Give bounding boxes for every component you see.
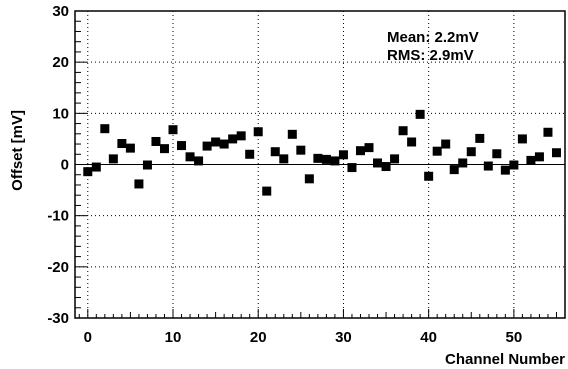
data-point <box>168 125 178 135</box>
y-tick-label: -10 <box>47 208 69 225</box>
x-tick-label: 40 <box>420 329 437 346</box>
data-point <box>211 137 221 147</box>
data-point <box>338 150 348 160</box>
stats-box: Mean: 2.2mV RMS: 2.9mV <box>387 29 479 64</box>
data-point <box>475 133 485 143</box>
data-point <box>355 146 365 156</box>
data-point <box>321 154 331 164</box>
y-tick-label: 10 <box>52 105 69 122</box>
y-tick-label: -30 <box>47 310 69 327</box>
data-point <box>253 127 263 137</box>
data-point <box>441 139 451 149</box>
data-point <box>142 160 152 170</box>
y-tick-label: 30 <box>52 3 69 20</box>
data-point <box>108 154 118 164</box>
data-point <box>228 134 238 144</box>
x-axis-title: Channel Number <box>445 351 565 368</box>
x-tick-label: 10 <box>165 329 182 346</box>
y-tick-label: 20 <box>52 54 69 71</box>
data-point <box>449 165 459 175</box>
data-point <box>517 134 527 144</box>
data-point <box>304 174 314 184</box>
data-point <box>236 131 246 141</box>
data-point <box>551 148 561 158</box>
data-point <box>125 143 135 153</box>
stats-mean: Mean: 2.2mV <box>387 29 479 46</box>
data-point <box>509 160 519 170</box>
data-point <box>424 171 434 181</box>
data-point <box>543 127 553 137</box>
data-point <box>534 152 544 162</box>
data-point <box>117 139 127 149</box>
data-point <box>390 154 400 164</box>
axis-ticks: 0 10 20 30 40 50 -30 -20 -10 0 10 20 30 <box>47 3 557 346</box>
data-point <box>483 161 493 171</box>
data-point <box>526 155 536 165</box>
data-point <box>100 124 110 134</box>
data-point <box>466 147 476 157</box>
x-tick-label: 20 <box>250 329 267 346</box>
data-point <box>492 149 502 159</box>
data-point <box>202 141 212 151</box>
data-point <box>159 144 169 154</box>
data-point <box>245 149 255 159</box>
data-point <box>500 165 510 175</box>
data-point <box>381 162 391 172</box>
x-tick-label: 30 <box>335 329 352 346</box>
data-point <box>398 126 408 136</box>
x-tick-label: 50 <box>506 329 523 346</box>
data-point <box>151 136 161 146</box>
data-point <box>91 162 101 172</box>
data-point <box>287 129 297 139</box>
data-point <box>458 158 468 168</box>
data-point <box>194 156 204 166</box>
y-tick-label: 0 <box>61 157 69 174</box>
y-axis-title: Offset [mV] <box>9 110 26 191</box>
data-point <box>177 141 187 151</box>
data-point <box>270 147 280 157</box>
x-tick-label: 0 <box>84 329 92 346</box>
data-point <box>407 137 417 147</box>
data-point <box>262 186 272 196</box>
stats-rms: RMS: 2.9mV <box>387 47 474 64</box>
data-point <box>432 146 442 156</box>
data-point <box>415 109 425 119</box>
data-point <box>185 152 195 162</box>
y-tick-label: -20 <box>47 259 69 276</box>
data-points <box>83 109 561 196</box>
data-point <box>347 163 357 173</box>
data-point <box>296 145 306 155</box>
data-point <box>313 153 323 163</box>
data-point <box>330 156 340 166</box>
data-point <box>279 154 289 164</box>
data-point <box>364 143 374 153</box>
data-point <box>219 139 229 149</box>
data-point <box>83 167 93 177</box>
data-point <box>134 179 144 189</box>
data-point <box>373 158 383 168</box>
